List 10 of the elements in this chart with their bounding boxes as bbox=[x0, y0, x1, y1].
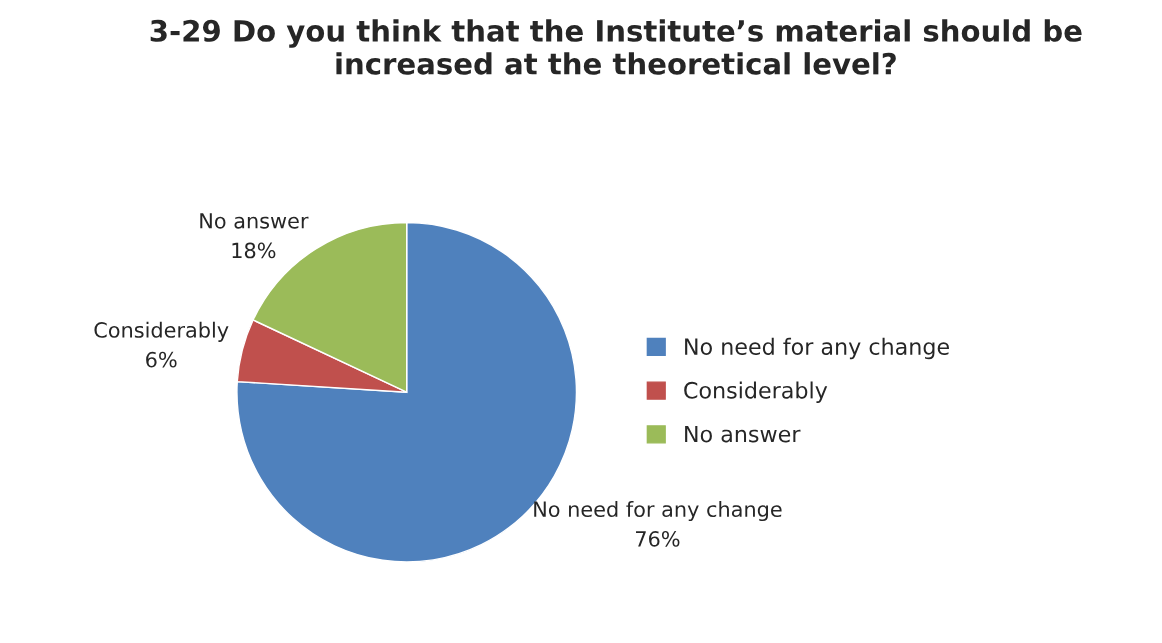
legend-label: Considerably bbox=[684, 381, 828, 403]
data-label: 18% bbox=[232, 242, 276, 259]
legend-label: No need for any change bbox=[685, 337, 949, 360]
data-label: 6% bbox=[146, 351, 177, 368]
slice-label: No need for any change bbox=[534, 500, 782, 522]
legend-label: No answer bbox=[685, 425, 801, 443]
slice-label: Considerably bbox=[94, 321, 229, 342]
chart-title: 3-29 Do you think that the Institute’s material should be increased at the theoretical level? bbox=[150, 19, 1082, 75]
data-label: 76% bbox=[636, 530, 680, 547]
slice-label: No answer bbox=[200, 213, 309, 229]
